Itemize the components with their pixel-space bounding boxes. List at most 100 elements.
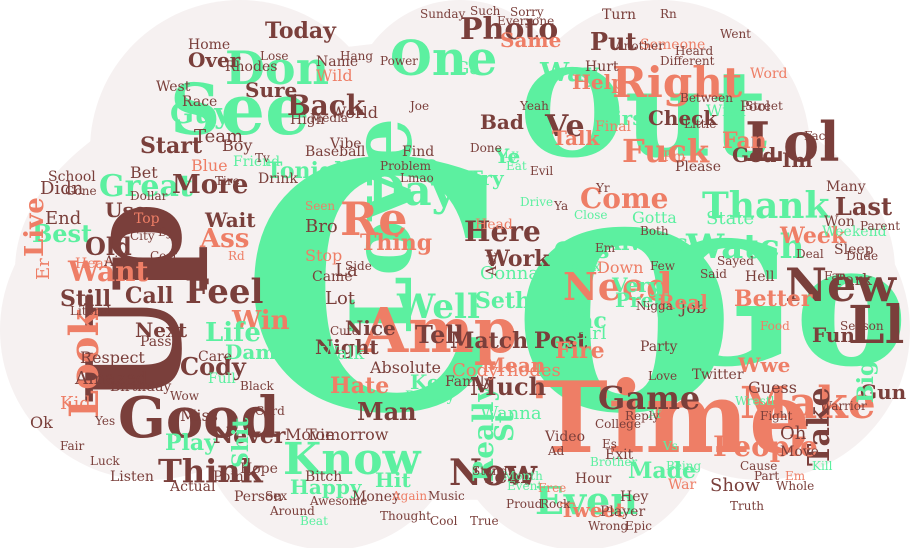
word-someone: Someone: [640, 37, 706, 53]
word-show: Show: [710, 475, 761, 496]
word-problem: Problem: [380, 159, 432, 173]
word-photo: Photo: [460, 12, 559, 47]
word-mean: Mean: [483, 353, 546, 377]
word-best: Best: [32, 219, 93, 248]
word-last: Last: [835, 192, 893, 221]
word-music: Music: [428, 489, 465, 503]
word-fact: Fact: [804, 129, 831, 143]
word-heard: Heard: [675, 44, 714, 58]
word-hate: Hate: [330, 373, 390, 399]
word-lose: Lose: [260, 49, 289, 63]
word-damn: Damn: [225, 340, 292, 364]
word-bro: Bro: [305, 216, 338, 237]
word-another: Another: [615, 39, 665, 53]
word-top: Top: [134, 211, 160, 227]
word-friend: Friend: [233, 154, 281, 170]
word-fair: Fair: [60, 439, 85, 453]
word-video: Video: [545, 429, 586, 445]
word-much: Much: [470, 372, 547, 401]
word-money: Money: [352, 489, 400, 505]
word-old: Old: [85, 232, 132, 261]
word-find: Find: [402, 144, 435, 160]
word-next: Next: [135, 318, 188, 342]
word-win: Win: [232, 306, 290, 336]
word-head: Head: [475, 217, 513, 233]
word-fuck: Fuck: [622, 132, 710, 170]
word-end: End: [45, 208, 82, 229]
word-one: One: [390, 31, 498, 87]
word-drive: Drive: [520, 195, 554, 209]
word-made: Made: [628, 458, 696, 484]
word-life: Life: [205, 318, 261, 348]
word-lmao: Lmao: [400, 171, 434, 185]
word-game: Game: [598, 379, 701, 417]
word-blue: Blue: [191, 156, 228, 175]
word-media: Media: [310, 111, 349, 125]
word-listen: Listen: [110, 469, 154, 485]
word-hiac: Hiac: [550, 308, 607, 334]
word-please: Please: [675, 159, 721, 175]
word-season: Season: [840, 319, 884, 333]
word-ll: Ll: [848, 295, 905, 356]
word-re: Re: [340, 192, 408, 246]
word-stand: Stand: [472, 464, 508, 478]
word-month: Month: [503, 469, 543, 483]
word-think: Think: [158, 452, 263, 490]
word-boy: Boy: [222, 136, 253, 155]
word-again: Again: [392, 489, 428, 503]
word-parent: Parent: [860, 219, 901, 233]
word-home: Home: [188, 37, 231, 53]
word-tell: Tell: [415, 320, 464, 349]
word-more: More: [172, 170, 249, 200]
word-er: Er: [33, 257, 54, 280]
word-wrestl: Wrestl: [735, 394, 775, 408]
word-race: Race: [182, 94, 218, 110]
word-cute: Cute: [330, 324, 359, 338]
word-proud: Proud: [506, 497, 543, 511]
word-ly: Ly: [504, 147, 519, 161]
word-gone: Gone: [65, 184, 97, 198]
word-hear: Hear: [75, 256, 111, 272]
word-sunday: Sunday: [420, 7, 466, 21]
word-vibe: Vibe: [330, 136, 362, 152]
word-match: Match: [450, 328, 529, 354]
word-sleep: Sleep: [834, 242, 874, 258]
word-weekend: Weekend: [822, 224, 887, 240]
word-rock: Rock: [540, 497, 571, 511]
word-pretty: Pretty: [615, 288, 684, 312]
word-back: Back: [287, 89, 366, 122]
word-high: High: [290, 112, 325, 128]
word-give: Give: [380, 149, 439, 178]
word-em: Em: [595, 241, 616, 255]
word-here: Here: [464, 215, 541, 248]
word-use: Use: [105, 198, 147, 222]
word-hour: Hour: [575, 471, 612, 487]
word-yeah: Yeah: [520, 99, 549, 113]
word-guess: Guess: [748, 378, 797, 397]
word-codyrhodes: Codyrhodes: [452, 360, 561, 381]
word-street: Street: [745, 99, 783, 113]
word-es: Es: [602, 437, 617, 451]
word-truth: Truth: [730, 499, 765, 513]
word-fire: Fire: [555, 338, 605, 364]
word-person: Person: [234, 489, 283, 505]
word-right: Right: [612, 58, 743, 107]
word-gets: Gets: [554, 238, 610, 264]
word-know: Know: [283, 434, 421, 485]
word-girl: Girl: [572, 323, 607, 344]
word-card: Card: [255, 404, 285, 418]
word-go: Go: [649, 205, 908, 405]
word-don: Don: [225, 41, 330, 95]
word-week: Week: [780, 223, 847, 249]
word-alex: Alex: [570, 259, 601, 275]
word-ya: Ya: [554, 199, 569, 213]
word-lol: Lol: [745, 110, 840, 174]
word-tweet: Tweet: [560, 498, 625, 522]
word-bitch: Bitch: [305, 469, 343, 485]
word-even: Even: [535, 478, 638, 523]
word-movie: Movie: [285, 425, 335, 444]
word-dollar: Dollar: [130, 189, 168, 203]
word-man: Man: [357, 397, 417, 426]
word-side: Side: [345, 259, 372, 273]
word-very: Very: [612, 273, 661, 297]
